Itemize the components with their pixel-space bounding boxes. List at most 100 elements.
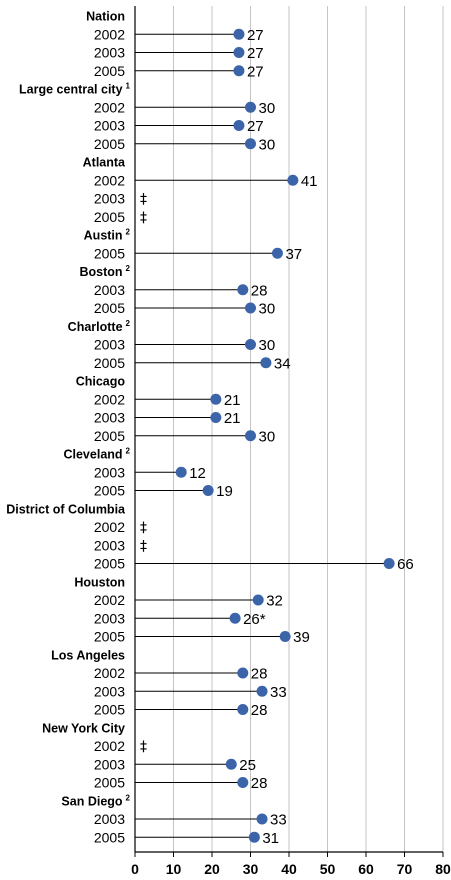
year-label: 2002: [94, 99, 125, 115]
year-label: 2002: [94, 665, 125, 681]
not-available-marker: ‡: [140, 739, 147, 755]
year-label: 2003: [94, 282, 125, 298]
year-label: 2005: [94, 829, 125, 845]
data-point: [287, 174, 299, 186]
year-label: 2003: [94, 464, 125, 480]
not-available-marker: ‡: [140, 520, 147, 536]
year-label: 2005: [94, 245, 125, 261]
data-point: [271, 247, 283, 259]
year-label: 2003: [94, 537, 125, 553]
data-label: 34: [274, 355, 291, 372]
data-point: [245, 302, 256, 314]
year-label: 2005: [94, 428, 125, 444]
data-point: [210, 393, 222, 405]
data-point: [383, 558, 395, 569]
data-point: [225, 758, 237, 770]
data-point: [279, 631, 291, 642]
x-tick-label: 20: [204, 861, 220, 877]
group-label: Los Angeles: [51, 648, 125, 662]
data-point: [256, 813, 268, 825]
data-point: [245, 430, 256, 442]
data-label: 31: [262, 830, 279, 847]
data-label: 37: [285, 246, 302, 263]
group-label: Boston 2: [79, 264, 130, 279]
data-point: [245, 101, 256, 113]
x-tick-label: 70: [397, 861, 413, 877]
data-point: [245, 138, 256, 150]
x-tick-label: 80: [435, 861, 451, 877]
group-label: San Diego 2: [61, 793, 130, 808]
data-label: 19: [216, 483, 233, 500]
data-point: [245, 339, 256, 350]
year-label: 2002: [94, 738, 125, 754]
year-label: 2005: [94, 556, 125, 572]
not-available-marker: ‡: [140, 192, 147, 208]
year-label: 2003: [94, 191, 125, 207]
year-label: 2002: [94, 26, 125, 42]
data-label: 39: [293, 629, 310, 646]
group-label: New York City: [42, 721, 125, 735]
not-available-marker: ‡: [140, 538, 147, 554]
data-point: [256, 685, 268, 697]
data-label: 41: [301, 173, 318, 190]
year-label: 2005: [94, 209, 125, 225]
year-label: 2005: [94, 355, 125, 371]
data-point: [202, 485, 214, 496]
data-point: [175, 466, 187, 478]
data-label: 28: [251, 702, 268, 719]
data-point: [233, 120, 245, 131]
year-label: 2003: [94, 683, 125, 699]
x-tick-label: 40: [281, 861, 297, 877]
year-label: 2003: [94, 118, 125, 134]
year-label: 2002: [94, 519, 125, 535]
group-label: Chicago: [76, 375, 126, 389]
data-label: 12: [189, 465, 206, 482]
data-marks: 27272730273041‡‡37283030342121301219‡‡66…: [135, 27, 414, 847]
year-label: 2005: [94, 629, 125, 645]
x-tick-label: 60: [358, 861, 374, 877]
not-available-marker: ‡: [140, 210, 147, 226]
data-point: [248, 831, 260, 843]
data-point: [233, 28, 245, 40]
year-label: 2002: [94, 592, 125, 608]
data-label: 30: [259, 100, 276, 117]
data-point: [260, 357, 272, 369]
x-tick-label: 0: [131, 861, 139, 877]
data-point: [237, 777, 249, 788]
year-label: 2005: [94, 483, 125, 499]
data-label: 33: [270, 812, 287, 829]
x-axis: 0 10 20 30 40 50 60 70 80: [131, 6, 451, 877]
data-label: 32: [266, 593, 283, 610]
data-label: 21: [224, 410, 241, 427]
year-label: 2002: [94, 391, 125, 407]
x-tick-label: 50: [320, 861, 336, 877]
year-label: 2003: [94, 410, 125, 426]
year-label: 2003: [94, 756, 125, 772]
data-label: 28: [251, 666, 268, 683]
year-label: 2003: [94, 610, 125, 626]
data-label: 26*: [243, 611, 266, 628]
group-label: Atlanta: [83, 156, 126, 170]
group-label: Cleveland 2: [63, 447, 130, 462]
group-label: Nation: [86, 10, 125, 24]
data-label: 27: [247, 45, 264, 62]
data-label: 21: [224, 392, 241, 409]
group-label: Houston: [74, 575, 125, 589]
data-point: [233, 47, 245, 58]
data-label: 30: [259, 337, 276, 354]
year-label: 2003: [94, 811, 125, 827]
data-label: 30: [259, 428, 276, 445]
group-label: Large central city 1: [19, 82, 131, 97]
year-label: 2003: [94, 45, 125, 61]
data-label: 28: [251, 775, 268, 792]
x-tick-label: 30: [243, 861, 259, 877]
data-label: 27: [247, 63, 264, 80]
year-label: 2005: [94, 136, 125, 152]
gridlines: [173, 6, 444, 852]
data-label: 30: [259, 136, 276, 153]
data-label: 28: [251, 282, 268, 299]
row-labels: Nation 2002 2003 2005 Large central city 1 200…: [6, 10, 130, 846]
data-label: 27: [247, 27, 264, 44]
data-label: 30: [259, 301, 276, 318]
